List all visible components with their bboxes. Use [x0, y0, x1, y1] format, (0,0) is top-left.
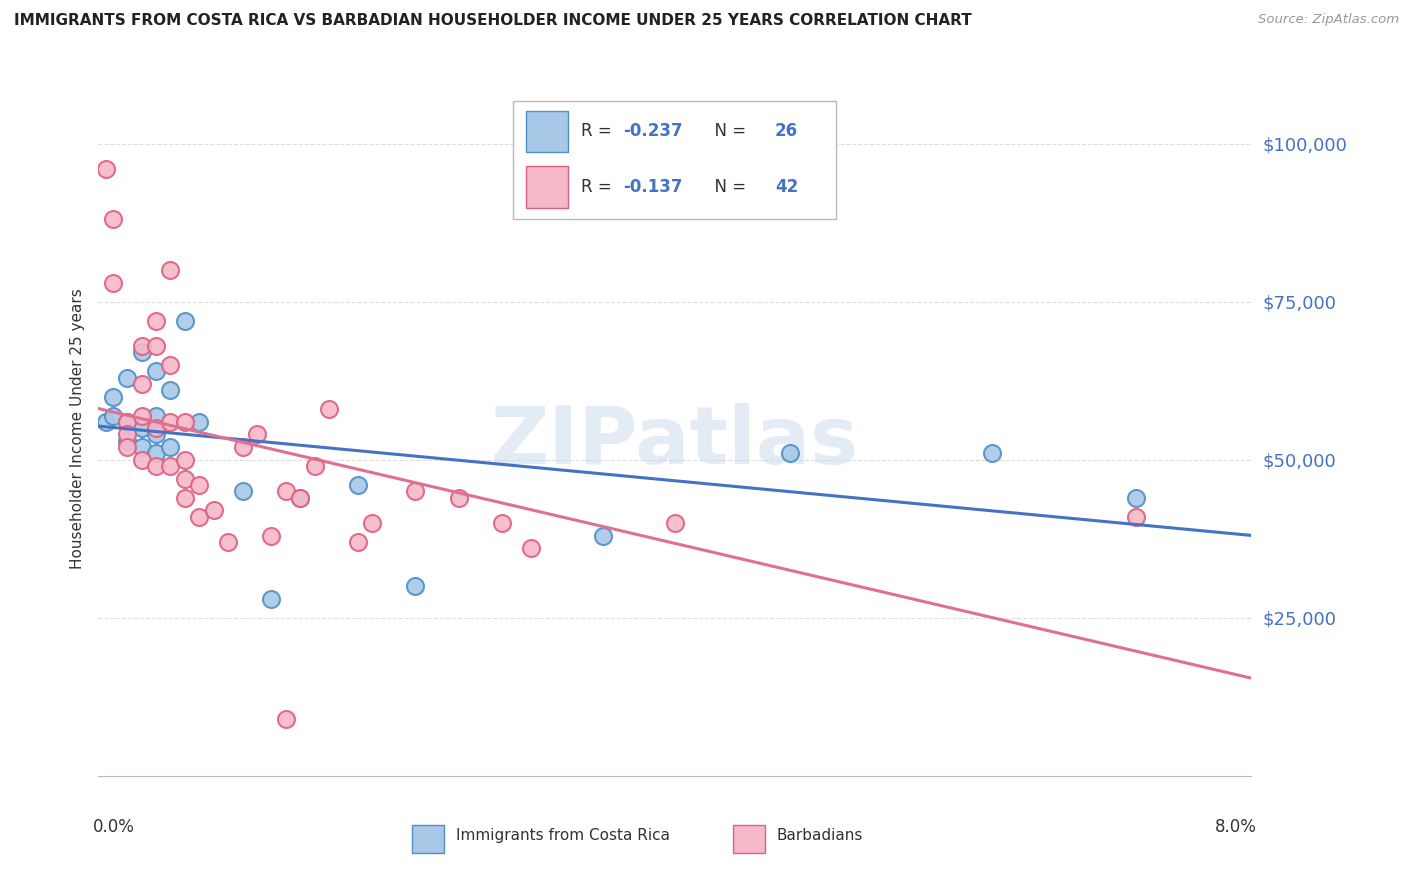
- FancyBboxPatch shape: [733, 825, 765, 853]
- Point: [405, 579, 427, 593]
- Point: [231, 440, 254, 454]
- Point: [94, 415, 117, 429]
- Point: [246, 427, 269, 442]
- Point: [159, 440, 181, 454]
- Point: [131, 440, 153, 454]
- Point: [361, 516, 384, 530]
- Point: [304, 459, 326, 474]
- Point: [145, 446, 167, 460]
- Point: [159, 383, 181, 397]
- Text: 8.0%: 8.0%: [1215, 818, 1257, 836]
- Point: [131, 339, 153, 353]
- Point: [131, 421, 153, 435]
- Point: [519, 541, 541, 556]
- Point: [94, 161, 117, 176]
- Point: [174, 415, 197, 429]
- Point: [159, 415, 181, 429]
- Point: [101, 409, 124, 423]
- Text: Barbadians: Barbadians: [776, 828, 863, 843]
- Point: [145, 459, 167, 474]
- Point: [131, 345, 153, 359]
- Point: [779, 446, 801, 460]
- Point: [101, 212, 124, 227]
- Point: [131, 409, 153, 423]
- Point: [491, 516, 513, 530]
- Text: ZIPatlas: ZIPatlas: [491, 403, 859, 481]
- FancyBboxPatch shape: [412, 825, 444, 853]
- Point: [260, 529, 283, 543]
- Point: [159, 263, 181, 277]
- Point: [117, 415, 138, 429]
- Point: [1125, 491, 1147, 505]
- Point: [131, 452, 153, 467]
- Point: [260, 591, 283, 606]
- Point: [274, 712, 297, 726]
- Point: [447, 491, 470, 505]
- Point: [117, 440, 138, 454]
- Point: [346, 478, 368, 492]
- Point: [217, 535, 239, 549]
- Point: [174, 452, 197, 467]
- Point: [274, 484, 297, 499]
- Point: [159, 358, 181, 372]
- Y-axis label: Householder Income Under 25 years: Householder Income Under 25 years: [69, 288, 84, 568]
- Point: [174, 472, 197, 486]
- Point: [159, 459, 181, 474]
- Point: [202, 503, 225, 517]
- Point: [117, 370, 138, 384]
- Point: [664, 516, 686, 530]
- Point: [174, 313, 197, 327]
- Point: [174, 491, 197, 505]
- Point: [145, 421, 167, 435]
- Point: [145, 339, 167, 353]
- Point: [145, 427, 167, 442]
- Point: [117, 415, 138, 429]
- Point: [318, 402, 340, 417]
- Point: [145, 364, 167, 378]
- Point: [101, 390, 124, 404]
- Point: [405, 484, 427, 499]
- Point: [188, 509, 211, 524]
- Point: [290, 491, 312, 505]
- Point: [346, 535, 368, 549]
- Point: [117, 434, 138, 448]
- Point: [145, 409, 167, 423]
- Text: Immigrants from Costa Rica: Immigrants from Costa Rica: [456, 828, 669, 843]
- Point: [231, 484, 254, 499]
- Point: [188, 415, 211, 429]
- Point: [101, 276, 124, 290]
- Point: [981, 446, 1004, 460]
- Point: [131, 376, 153, 391]
- Point: [145, 313, 167, 327]
- Point: [1125, 509, 1147, 524]
- Text: IMMIGRANTS FROM COSTA RICA VS BARBADIAN HOUSEHOLDER INCOME UNDER 25 YEARS CORREL: IMMIGRANTS FROM COSTA RICA VS BARBADIAN …: [14, 13, 972, 29]
- Point: [188, 478, 211, 492]
- Point: [592, 529, 614, 543]
- Point: [290, 491, 312, 505]
- Text: Source: ZipAtlas.com: Source: ZipAtlas.com: [1258, 13, 1399, 27]
- Point: [117, 427, 138, 442]
- Text: 0.0%: 0.0%: [93, 818, 135, 836]
